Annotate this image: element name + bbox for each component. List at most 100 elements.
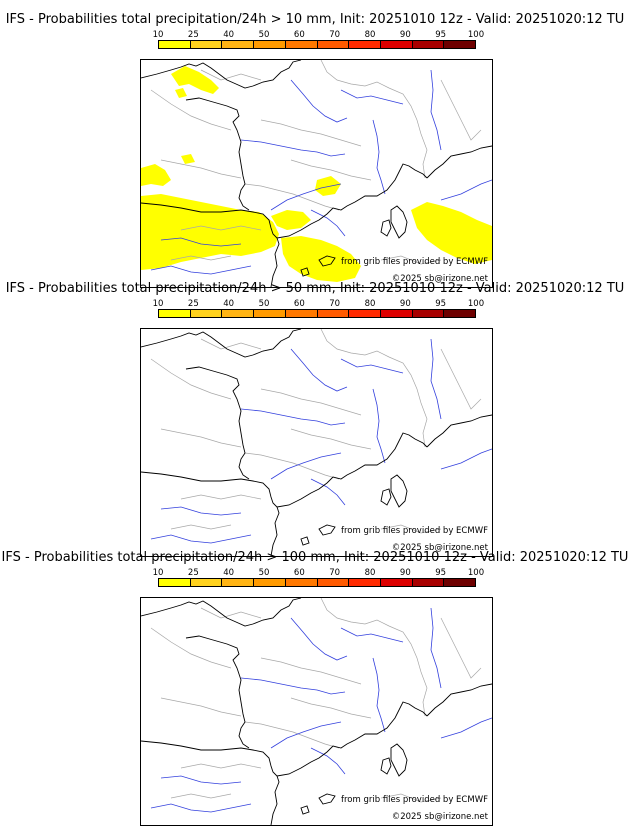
admin-border — [244, 721, 340, 749]
coastline — [141, 471, 280, 556]
colorscale-bar — [158, 309, 476, 318]
admin-border — [440, 79, 482, 141]
river-line — [290, 617, 348, 661]
river-line — [310, 209, 346, 237]
coastline — [380, 488, 392, 506]
coastline — [380, 219, 392, 237]
river-line — [150, 803, 252, 813]
map-svg — [141, 329, 492, 556]
colorscale-tick: 95 — [435, 299, 447, 309]
admin-border — [160, 697, 242, 717]
river-line — [310, 747, 346, 775]
river-line — [310, 478, 346, 506]
colorscale-tick: 40 — [223, 30, 235, 40]
river-line — [240, 139, 346, 157]
colorscale-tick: 95 — [435, 568, 447, 578]
colorscale-segment — [222, 579, 255, 586]
coastline — [185, 366, 250, 480]
river-line — [372, 657, 386, 733]
coastline — [141, 329, 302, 358]
admin-border — [320, 329, 428, 448]
river-line — [440, 448, 492, 470]
river-line — [290, 348, 348, 392]
colorscale-segment — [444, 579, 476, 586]
colorscale-segment — [412, 310, 445, 317]
admin-border — [260, 388, 362, 416]
river-line — [160, 237, 242, 247]
river-line — [340, 627, 404, 643]
colorscale-tick: 10 — [152, 30, 164, 40]
colorscale-segment — [317, 310, 350, 317]
colorscale-tick: 90 — [399, 299, 411, 309]
coastline — [300, 805, 310, 815]
coastline — [380, 757, 392, 775]
colorscale-segment — [380, 41, 413, 48]
precip-area-english-channel — [171, 66, 219, 98]
colorscale-tick: 60 — [293, 568, 305, 578]
admin-border — [320, 598, 428, 717]
coastline — [318, 524, 336, 536]
river-line — [430, 69, 442, 151]
coastline — [318, 793, 336, 805]
admin-border — [380, 255, 442, 265]
coastline — [141, 202, 280, 287]
colorscale-segment — [412, 41, 445, 48]
colorscale-tick: 70 — [329, 30, 341, 40]
admin-border — [260, 119, 362, 147]
river-line — [372, 119, 386, 195]
coastline — [276, 163, 428, 239]
colorscale-tick: 90 — [399, 568, 411, 578]
copyright-label: ©2025 sb@irizone.net — [391, 274, 488, 284]
admin-border — [244, 452, 340, 480]
colorscale-tick: 25 — [187, 299, 199, 309]
colorscale-segment — [285, 579, 318, 586]
colorscale-tick: 50 — [258, 299, 270, 309]
colorscale-tick: 50 — [258, 30, 270, 40]
river-line — [430, 607, 442, 689]
colorscale-segment — [254, 579, 286, 586]
panel-title: IFS - Probabilities total precipitation/… — [5, 12, 625, 27]
river-line — [270, 183, 342, 211]
river-line — [160, 775, 242, 785]
admin-border — [160, 159, 242, 179]
colorscale-tick: 80 — [364, 568, 376, 578]
colorscale-segment — [190, 310, 223, 317]
colorscale-tick: 50 — [258, 568, 270, 578]
river-line — [372, 388, 386, 464]
colorscale-bar — [158, 578, 476, 587]
river-line — [340, 89, 404, 105]
admin-border — [290, 697, 372, 719]
precip-area-pyrenees — [271, 210, 311, 230]
admin-border — [180, 225, 262, 231]
colorscale-segment — [380, 310, 413, 317]
river-line — [240, 677, 346, 695]
map-panel-10mm: IFS - Probabilities total precipitation/… — [0, 12, 630, 288]
colorscale-segment — [222, 41, 255, 48]
admin-border — [440, 617, 482, 679]
coastline — [300, 536, 310, 546]
panel-title: IFS - Probabilities total precipitation/… — [1, 550, 629, 565]
precip-area-bay-of-biscay — [141, 154, 195, 186]
admin-border — [200, 338, 262, 350]
river-line — [150, 534, 252, 544]
precip-area-northern-italy — [411, 202, 492, 264]
colorscale-segment — [317, 41, 350, 48]
coastline — [141, 740, 280, 825]
map-area: from grib files provided by ECMWF ©2025 … — [140, 59, 493, 288]
river-line — [340, 358, 404, 374]
colorscale-tick: 60 — [293, 30, 305, 40]
colorscale-tick: 40 — [223, 299, 235, 309]
colorscale-tick: 90 — [399, 30, 411, 40]
coastline — [390, 205, 408, 239]
colorscale-tick: 80 — [364, 30, 376, 40]
source-credit: from grib files provided by ECMWF — [341, 526, 488, 536]
colorscale-tick: 10 — [152, 299, 164, 309]
colorscale-tick: 25 — [187, 568, 199, 578]
admin-border — [170, 255, 232, 261]
precip-area-gulf-of-genoa — [315, 176, 341, 196]
precip-area-northern-spain — [141, 194, 279, 270]
colorscale-tick: 70 — [329, 568, 341, 578]
colorscale-segment — [380, 579, 413, 586]
river-line — [440, 179, 492, 201]
admin-border — [180, 763, 262, 769]
